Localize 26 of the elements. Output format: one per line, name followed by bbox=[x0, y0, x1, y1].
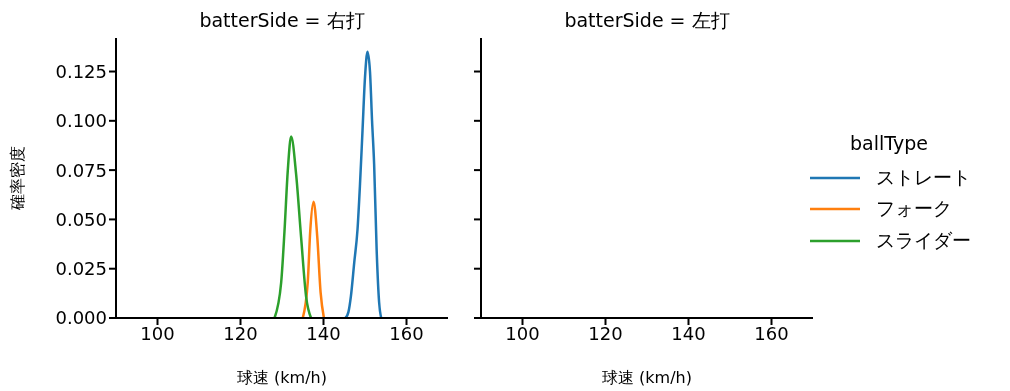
x-tick-label: 140 bbox=[306, 322, 341, 344]
legend-label: フォーク bbox=[876, 196, 952, 222]
x-tick-label: 100 bbox=[505, 322, 540, 344]
chart-title: batterSide = 左打 bbox=[563, 8, 731, 33]
x-axis-title: 球速 (km/h) bbox=[237, 368, 327, 387]
y-tick-label: 0.100 bbox=[55, 110, 107, 132]
x-tick-label: 120 bbox=[588, 322, 623, 344]
x-axis-title: 球速 (km/h) bbox=[602, 368, 692, 387]
line-series bbox=[344, 50, 383, 318]
legend-label: ストレート bbox=[876, 164, 971, 190]
x-tick-label: 160 bbox=[389, 322, 424, 344]
legend-label: スライダー bbox=[876, 227, 971, 253]
y-axis-title: 確率密度 bbox=[7, 146, 28, 210]
x-tick-label: 160 bbox=[754, 322, 789, 344]
legend-title: ballType bbox=[850, 132, 929, 154]
y-tick-label: 0.075 bbox=[55, 159, 107, 181]
y-tick-label: 0.000 bbox=[55, 307, 107, 329]
x-tick-label: 120 bbox=[223, 322, 258, 344]
x-tick-label: 140 bbox=[671, 322, 706, 344]
chart-title: batterSide = 右打 bbox=[198, 8, 366, 33]
x-tick-label: 100 bbox=[140, 322, 175, 344]
line-series bbox=[273, 135, 313, 318]
line-series bbox=[301, 200, 326, 318]
y-tick-label: 0.050 bbox=[55, 208, 107, 230]
y-tick-label: 0.025 bbox=[55, 258, 107, 280]
y-tick-label: 0.125 bbox=[55, 60, 107, 82]
